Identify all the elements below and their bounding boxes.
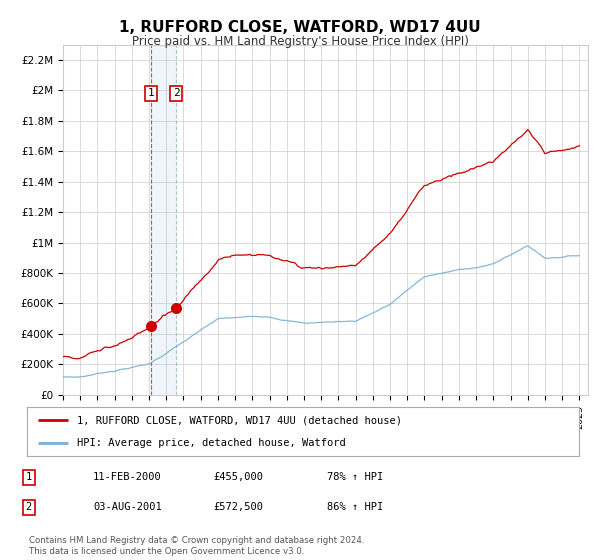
Text: HPI: Average price, detached house, Watford: HPI: Average price, detached house, Watf… (77, 438, 346, 448)
Text: 03-AUG-2001: 03-AUG-2001 (93, 502, 162, 512)
Text: 1, RUFFORD CLOSE, WATFORD, WD17 4UU (detached house): 1, RUFFORD CLOSE, WATFORD, WD17 4UU (det… (77, 416, 401, 426)
Text: 11-FEB-2000: 11-FEB-2000 (93, 472, 162, 482)
Text: Contains HM Land Registry data © Crown copyright and database right 2024.
This d: Contains HM Land Registry data © Crown c… (29, 536, 364, 556)
Text: 86% ↑ HPI: 86% ↑ HPI (327, 502, 383, 512)
Text: 1, RUFFORD CLOSE, WATFORD, WD17 4UU: 1, RUFFORD CLOSE, WATFORD, WD17 4UU (119, 20, 481, 35)
Text: £572,500: £572,500 (213, 502, 263, 512)
Text: Price paid vs. HM Land Registry's House Price Index (HPI): Price paid vs. HM Land Registry's House … (131, 35, 469, 48)
Text: 1: 1 (148, 88, 154, 99)
Text: £455,000: £455,000 (213, 472, 263, 482)
Text: 2: 2 (26, 502, 32, 512)
Text: 78% ↑ HPI: 78% ↑ HPI (327, 472, 383, 482)
Text: 1: 1 (26, 472, 32, 482)
Text: 2: 2 (173, 88, 179, 99)
Bar (151, 45, 176, 395)
